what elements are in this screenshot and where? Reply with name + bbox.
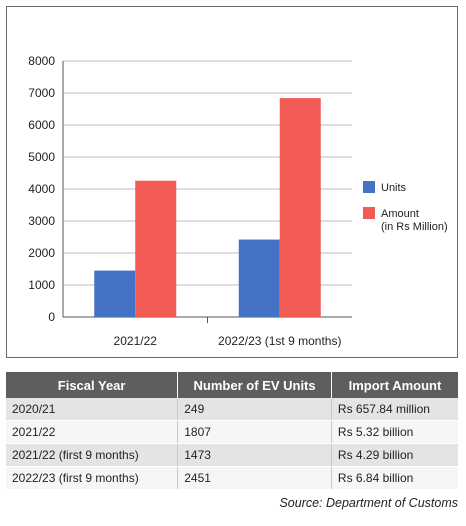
y-tick-label: 6000: [28, 118, 55, 132]
bar-units-0: [94, 270, 136, 317]
bar-amount-1: [279, 98, 321, 318]
table-row: 2021/22 (first 9 months) 1473 Rs 4.29 bi…: [6, 443, 458, 467]
table-cell: Rs 6.84 billion: [331, 466, 458, 490]
y-tick-label: 5000: [28, 150, 55, 164]
table-header-row: Fiscal Year Number of EV Units Import Am…: [6, 372, 458, 398]
legend-label: Amount: [381, 208, 419, 220]
table-row: 2021/22 1807 Rs 5.32 billion: [6, 420, 458, 444]
table-cell: 1807: [177, 420, 332, 444]
y-tick-label: 8000: [28, 54, 55, 68]
table-cell: 2020/21: [6, 398, 179, 421]
table-row: 2020/21 249 Rs 657.84 million: [6, 398, 458, 421]
y-tick-label: 0: [48, 310, 55, 324]
y-tick-label: 1000: [28, 278, 55, 292]
source-note: Source: Department of Customs: [279, 496, 458, 510]
bar-amount-0: [135, 180, 177, 317]
legend-swatch: [363, 181, 375, 193]
table-cell: 2021/22 (first 9 months): [6, 443, 179, 467]
table-cell: 1473: [177, 443, 332, 467]
chart-frame: 0 1000 2000 3000 4000 5000 6000 7000 8000 2021/22…: [6, 6, 458, 358]
y-tick-label: 4000: [28, 182, 55, 196]
y-tick-label: 7000: [28, 86, 55, 100]
legend-label: (in Rs Million): [381, 221, 448, 233]
table-cell: 2451: [177, 466, 332, 490]
column-header-ev-units: Number of EV Units: [177, 372, 332, 398]
table-cell: Rs 657.84 million: [331, 398, 458, 421]
table-cell: Rs 5.32 billion: [331, 420, 458, 444]
column-header-fiscal-year: Fiscal Year: [6, 372, 179, 398]
table-row: 2022/23 (first 9 months) 2451 Rs 6.84 bi…: [6, 466, 458, 490]
x-category-label: 2022/23 (1st 9 months): [218, 334, 341, 348]
y-tick-label: 3000: [28, 214, 55, 228]
table-cell: 2022/23 (first 9 months): [6, 466, 179, 490]
x-category-label: 2021/22: [114, 334, 158, 348]
table-cell: Rs 4.29 billion: [331, 443, 458, 467]
legend-label: Units: [381, 182, 407, 194]
table-cell: 2021/22: [6, 420, 179, 444]
legend-swatch: [363, 207, 375, 219]
column-header-import-amount: Import Amount: [331, 372, 458, 398]
table-cell: 249: [177, 398, 332, 421]
y-tick-label: 2000: [28, 246, 55, 260]
bar-chart: 0 1000 2000 3000 4000 5000 6000 7000 8000 2021/22…: [28, 54, 448, 348]
bar-units-1: [238, 239, 280, 317]
ev-import-table: Fiscal Year Number of EV Units Import Am…: [6, 372, 458, 490]
